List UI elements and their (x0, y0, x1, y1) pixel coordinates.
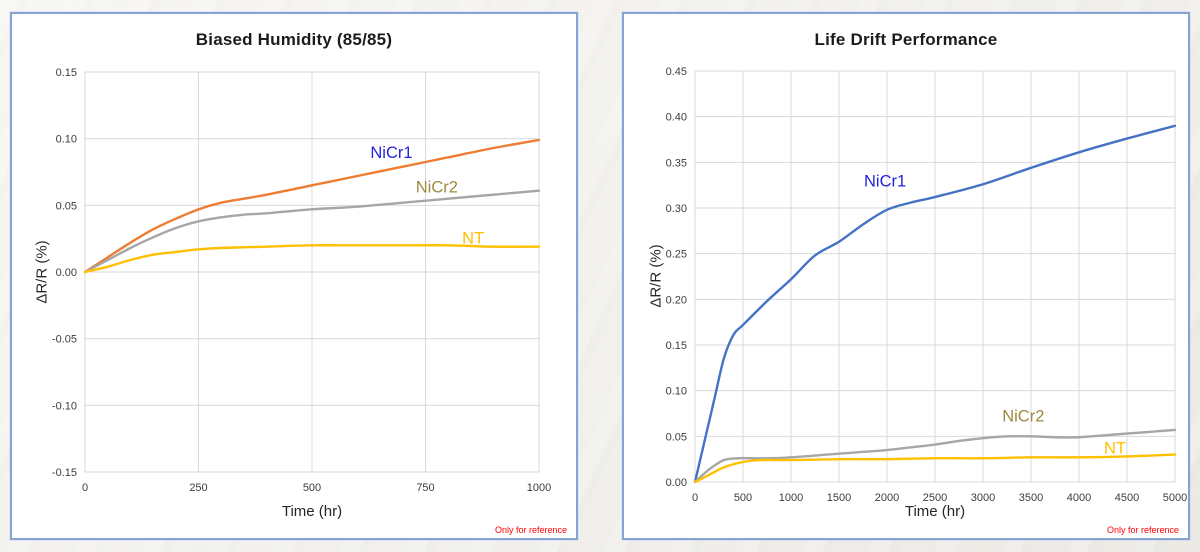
x-tick-label: 0 (692, 492, 698, 504)
y-tick-label: 0.05 (56, 200, 77, 212)
y-tick-label: 0.25 (666, 249, 687, 261)
y-tick-label: 0.10 (666, 386, 687, 398)
x-tick-label: 1000 (527, 482, 551, 494)
x-tick-label: 4000 (1067, 492, 1091, 504)
y-tick-label: -0.10 (52, 400, 77, 412)
y-axis-title: ΔR/R (%) (33, 240, 51, 304)
x-tick-label: 500 (734, 492, 752, 504)
x-tick-label: 750 (416, 482, 434, 494)
y-tick-label: 0.00 (666, 477, 687, 489)
x-tick-label: 4500 (1115, 492, 1139, 504)
series-line-NiCr2 (83, 189, 541, 274)
x-axis-title: Time (hr) (904, 503, 966, 520)
reference-note: Only for reference (1106, 525, 1179, 535)
x-tick-label: 500 (303, 482, 321, 494)
series-label-NT: NT (1104, 439, 1126, 457)
x-tick-label: 0 (82, 482, 88, 494)
series-label-NiCr2: NiCr2 (416, 179, 458, 197)
x-tick-label: 2500 (923, 492, 947, 504)
y-tick-label: 0.10 (56, 134, 77, 146)
y-tick-label: 0.30 (666, 203, 687, 215)
life-drift-panel: 0.00 0.05 0.10 0.15 0.20 0.25 0.30 0.35 0.40 0.45… (622, 12, 1190, 540)
life-drift-plot: 0.00 0.05 0.10 0.15 0.20 0.25 0.30 0.35 0.40 0.45… (666, 66, 1188, 504)
x-axis-title: Time (hr) (281, 503, 343, 520)
series-label-NiCr1: NiCr1 (370, 144, 412, 162)
y-tick-label: 0.20 (666, 294, 687, 306)
y-tick-label: 0.40 (666, 112, 687, 124)
x-tick-label: 3000 (971, 492, 995, 504)
y-tick-label: -0.05 (52, 334, 77, 346)
chart-title-biased-humidity: Biased Humidity (85/85) (195, 30, 393, 49)
series-label-NiCr2: NiCr2 (1002, 407, 1044, 425)
x-tick-label: 1500 (827, 492, 851, 504)
plot-border (694, 70, 1176, 483)
series-line-NiCr2 (693, 428, 1177, 484)
x-tick-label: 2000 (875, 492, 899, 504)
series-line-NiCr1 (83, 138, 541, 274)
x-tick-label: 1000 (779, 492, 803, 504)
x-tick-label: 5000 (1163, 492, 1187, 504)
y-axis-title: ΔR/R (%) (647, 244, 665, 308)
y-tick-label: -0.15 (52, 467, 77, 479)
chart-title-life-drift: Life Drift Performance (814, 30, 998, 49)
series-line-NT (693, 453, 1177, 484)
biased-humidity-panel: -0.15 -0.10 -0.05 0.00 0.05 0.10 0.15 0 250 500 75… (10, 12, 578, 540)
x-tick-label: 3500 (1019, 492, 1043, 504)
y-tick-label: 0.45 (666, 66, 687, 78)
x-tick-label: 250 (189, 482, 207, 494)
series-line-NT (83, 244, 541, 274)
series-label-NT: NT (462, 229, 484, 247)
y-tick-label: 0.00 (56, 267, 77, 279)
y-tick-label: 0.15 (56, 67, 77, 79)
reference-note: Only for reference (494, 525, 567, 535)
y-tick-label: 0.35 (666, 157, 687, 169)
biased-humidity-plot: -0.15 -0.10 -0.05 0.00 0.05 0.10 0.15 0 250 500 75… (52, 67, 551, 494)
y-tick-label: 0.05 (666, 431, 687, 443)
y-tick-label: 0.15 (666, 340, 687, 352)
series-line-NiCr1 (693, 124, 1177, 484)
series-label-NiCr1: NiCr1 (864, 173, 906, 191)
